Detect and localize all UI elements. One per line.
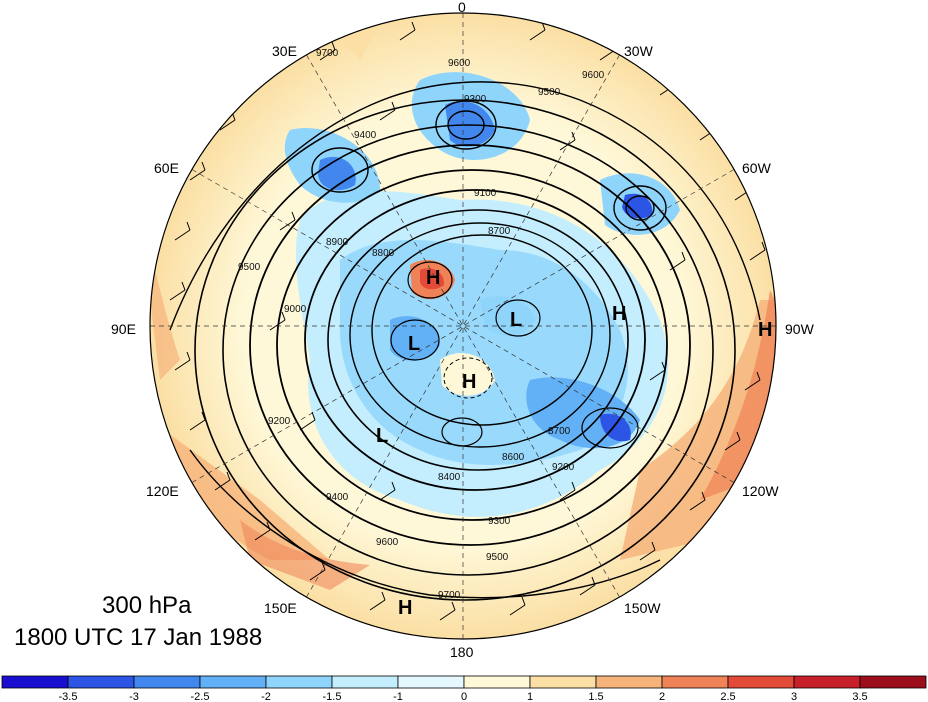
colorbar-box bbox=[331, 675, 399, 689]
contour-label: 9600 bbox=[582, 70, 605, 81]
colorbar-tick-label: -1 bbox=[393, 691, 403, 702]
colorbar-box bbox=[529, 675, 597, 689]
colorbar-tick-label: 0 bbox=[461, 691, 467, 702]
colorbar-box bbox=[661, 675, 729, 689]
contour-label: 9400 bbox=[326, 492, 349, 503]
colorbar-box bbox=[67, 675, 135, 689]
lon-label-120e: 120E bbox=[146, 483, 179, 499]
colorbar-tick-label: 1 bbox=[527, 691, 533, 702]
high-center: H bbox=[612, 303, 626, 325]
contour-label: 8600 bbox=[502, 452, 525, 463]
lon-label-30w: 30W bbox=[624, 43, 654, 59]
colorbar-box bbox=[199, 675, 267, 689]
valid-time-label: 1800 UTC 17 Jan 1988 bbox=[14, 624, 263, 651]
colorbar-tick-label: -3 bbox=[129, 691, 139, 702]
lon-label-60e: 60E bbox=[154, 160, 179, 176]
colorbar-tick-label: -2.5 bbox=[191, 691, 210, 702]
colorbar-box bbox=[595, 675, 663, 689]
contour-label: 8800 bbox=[372, 248, 395, 259]
contour-label: 9200 bbox=[268, 416, 291, 427]
colorbar-box bbox=[1, 675, 69, 689]
pressure-centers: H L L H L H H H bbox=[376, 267, 772, 619]
colorbar-box bbox=[793, 675, 861, 689]
lon-label-90w: 90W bbox=[785, 321, 815, 337]
contour-label: 9700 bbox=[316, 48, 339, 59]
low-center: L bbox=[408, 333, 420, 355]
lon-label-150w: 150W bbox=[624, 600, 661, 616]
lon-label-30e: 30E bbox=[272, 43, 297, 59]
contour-label: 9600 bbox=[376, 537, 399, 548]
contour-labels: 9600 9700 9600 9500 9300 9400 9500 9100 … bbox=[238, 48, 605, 601]
colorbar-tick-label: -3.5 bbox=[59, 691, 78, 702]
colorbar-box bbox=[727, 675, 795, 689]
high-center: H bbox=[398, 597, 412, 619]
colorbar-tick-label: -1.5 bbox=[323, 691, 342, 702]
polar-map: 9600 9700 9600 9500 9300 9400 9500 9100 … bbox=[111, 0, 815, 660]
colorbar-tick-label: 2 bbox=[659, 691, 665, 702]
contour-label: 9500 bbox=[538, 87, 561, 98]
colorbar-box bbox=[265, 675, 333, 689]
contour-label: 9000 bbox=[284, 304, 307, 315]
contour-label: 9500 bbox=[238, 262, 261, 273]
height-contours bbox=[169, 81, 761, 601]
contour-label: 9200 bbox=[552, 462, 575, 473]
lon-label-90e: 90E bbox=[111, 321, 136, 337]
high-center: H bbox=[758, 319, 772, 341]
contour-label: 8400 bbox=[438, 472, 461, 483]
colorbar-tick-label: 2.5 bbox=[720, 691, 735, 702]
colorbar-tick-label: 3.5 bbox=[852, 691, 867, 702]
colorbar-box bbox=[859, 675, 927, 689]
low-center: L bbox=[376, 425, 388, 447]
lon-label-180: 180 bbox=[450, 644, 474, 660]
pressure-level-label: 300 hPa bbox=[102, 592, 192, 619]
high-center: H bbox=[462, 371, 476, 393]
colorbar-box bbox=[397, 675, 465, 689]
contour-label: 9300 bbox=[464, 94, 487, 105]
colorbar-box bbox=[463, 675, 531, 689]
longitude-labels: 0 30W 60W 90W 120W 150W 180 150E 120E 90… bbox=[111, 0, 815, 660]
low-center: L bbox=[510, 309, 522, 331]
contour-label: 8900 bbox=[326, 237, 349, 248]
lon-label-120w: 120W bbox=[742, 483, 779, 499]
colorbar-boxes bbox=[1, 675, 927, 689]
map-boundary bbox=[149, 12, 777, 640]
high-center: H bbox=[426, 267, 440, 289]
contour-label: 9400 bbox=[354, 130, 377, 141]
lon-label-150e: 150E bbox=[264, 600, 297, 616]
contour-label: 8700 bbox=[548, 426, 571, 437]
lon-label-60w: 60W bbox=[742, 160, 772, 176]
colorbar-tick-label: 1.5 bbox=[588, 691, 603, 702]
colorbar-box bbox=[133, 675, 201, 689]
lon-label-0: 0 bbox=[458, 0, 466, 15]
colorbar-tick-label: 3 bbox=[791, 691, 797, 702]
colorbar-labels: -3.5 -3 -2.5 -2 -1.5 -1 0 1 1.5 2 2.5 3 3.5 bbox=[59, 691, 868, 702]
contour-label: 8700 bbox=[488, 226, 511, 237]
contour-label: 9500 bbox=[486, 552, 509, 563]
colorbar-tick-label: -2 bbox=[261, 691, 271, 702]
anomaly-shading bbox=[150, 13, 776, 639]
contour-label: 9100 bbox=[474, 188, 497, 199]
contour-label: 9700 bbox=[438, 590, 461, 601]
contour-label: 9300 bbox=[488, 516, 511, 527]
contour-label: 9600 bbox=[448, 58, 471, 69]
